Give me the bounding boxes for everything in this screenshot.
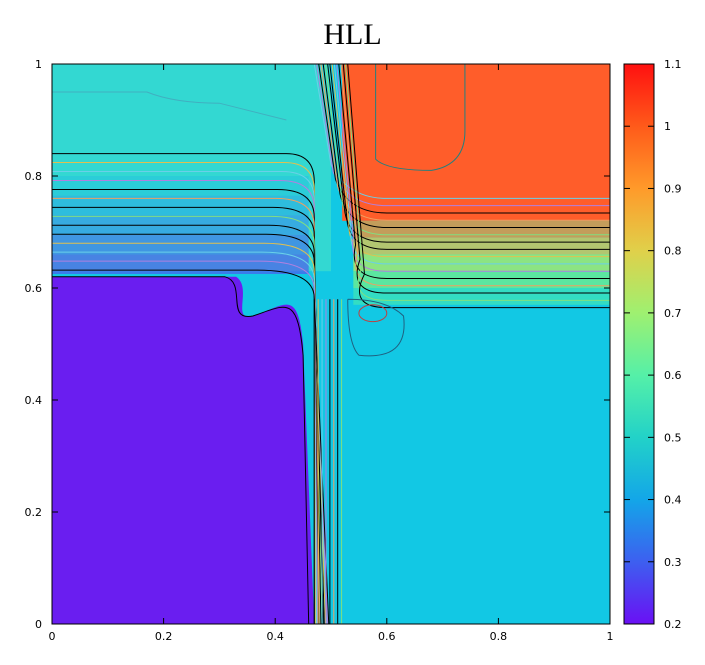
region-lower-left (52, 276, 315, 624)
y-tick-label: 0 (35, 618, 42, 631)
contour-line (338, 63, 610, 279)
y-tick-label: 0.4 (25, 394, 43, 407)
y-tick-label: 0.6 (25, 282, 43, 295)
transition-band (353, 254, 610, 272)
plot-frame (51, 63, 611, 625)
y-axis: 0 0.2 0.4 0.6 0.8 1 (25, 58, 610, 631)
transition-band (52, 176, 309, 196)
x-tick-label: 0.6 (378, 630, 396, 643)
y-tick-label: 0.8 (25, 170, 43, 183)
contour-line (347, 298, 405, 357)
contour-line (52, 171, 317, 625)
x-axis: 0 0.2 0.4 0.6 0.8 1 (49, 64, 614, 643)
colorbar-tick-label: 0.6 (664, 369, 682, 382)
contour-line (347, 63, 610, 309)
x-tick-label: 0.2 (155, 630, 173, 643)
transition-band (353, 220, 610, 238)
contour-line (52, 162, 316, 625)
contour-line (52, 91, 287, 121)
contour-line (52, 276, 310, 625)
y-tick-label: 1 (35, 58, 42, 71)
contour-line (52, 242, 326, 625)
colorbar-tick-label: 1.1 (664, 58, 682, 71)
contour-line (52, 251, 328, 625)
colorbar-tick-label: 0.9 (664, 182, 682, 195)
contour-line (340, 63, 610, 287)
contour-line (313, 63, 610, 199)
colorbar: 0.2 0.3 0.4 0.5 0.6 0.7 0.8 0.9 1 1.1 (623, 58, 682, 631)
x-tick-label: 0 (49, 630, 56, 643)
x-tick-label: 0.4 (266, 630, 284, 643)
contour-line (52, 269, 330, 625)
colorbar-tick-label: 0.7 (664, 307, 682, 320)
contour-line (333, 63, 610, 265)
contour-line (52, 179, 319, 625)
colorbar-tick-label: 0.2 (664, 618, 682, 631)
contour-line (327, 63, 610, 243)
contour-line (52, 153, 315, 624)
colorbar-tick-label: 0.3 (664, 556, 682, 569)
region-upper-right (342, 64, 610, 221)
transition-band (52, 195, 309, 216)
contour-line (315, 63, 610, 207)
contour-line (52, 260, 329, 625)
transition-band (353, 288, 610, 305)
colorbar-tick-label: 1 (664, 120, 671, 133)
colorbar-tick-label: 0.5 (664, 431, 682, 444)
contour-line (52, 233, 325, 625)
x-tick-label: 0.8 (490, 630, 508, 643)
colorbar-tick-label: 0.4 (664, 494, 682, 507)
chart-title: HLL (323, 18, 382, 51)
y-tick-label: 0.2 (25, 506, 43, 519)
contour-line (52, 206, 322, 625)
contour-line (318, 63, 610, 214)
transition-band (353, 271, 610, 288)
transition-band (52, 254, 309, 274)
x-tick-label: 1 (607, 630, 614, 643)
contour-line (375, 64, 466, 171)
contour-line (320, 63, 610, 221)
contour-line (358, 304, 388, 323)
contour-line (52, 188, 320, 625)
contour-line (52, 197, 321, 625)
contour-line (52, 215, 323, 625)
contour-line (322, 63, 610, 229)
transition-band (353, 237, 610, 255)
contour-line (52, 224, 324, 625)
contour-line (329, 63, 610, 250)
plot-area (51, 63, 611, 625)
contour-line (345, 63, 610, 301)
transition-band (52, 234, 309, 255)
colorbar-tick-label: 0.8 (664, 245, 682, 258)
contour-line (324, 63, 610, 236)
colorbar-bar (623, 63, 655, 625)
